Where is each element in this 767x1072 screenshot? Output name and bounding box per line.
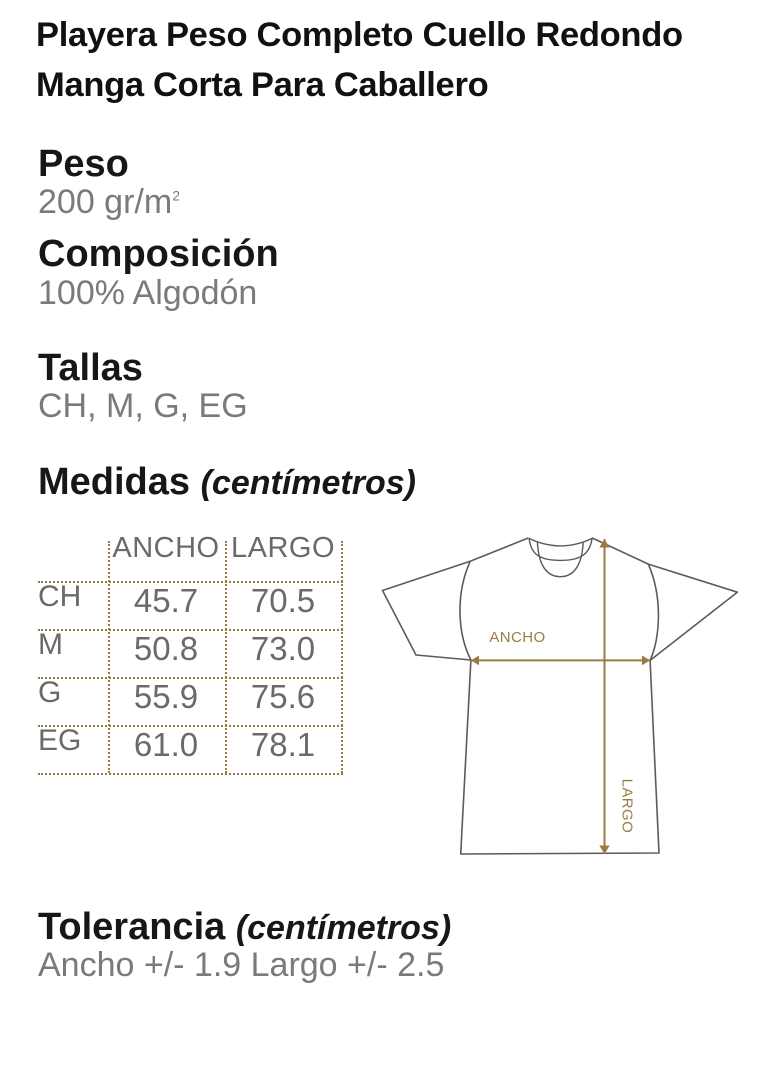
svg-text:ANCHO: ANCHO (489, 629, 545, 646)
svg-text:LARGO: LARGO (619, 779, 636, 834)
